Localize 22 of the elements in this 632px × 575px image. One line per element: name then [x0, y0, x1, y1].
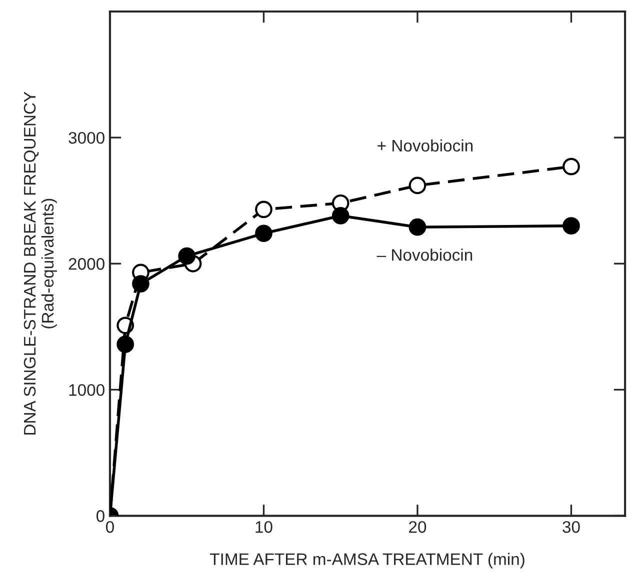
series-label: – Novobiocin [376, 248, 472, 261]
point [255, 200, 272, 218]
x-tick-label: 20 [409, 521, 426, 533]
x-tick-label: 30 [562, 521, 580, 533]
point [408, 218, 426, 236]
y-tick-label: 3000 [68, 132, 104, 144]
point [178, 247, 196, 265]
x-axis-title: TIME AFTER m-AMSA TREATMENT (min) [210, 552, 524, 568]
y-axis-title: DNA SINGLE-STRAND BREAK FREQUENCY (Rad-equivalents) [24, 92, 57, 435]
x-tick-label: 0 [106, 521, 114, 533]
x-tick-label: 10 [256, 521, 272, 533]
point [562, 158, 580, 176]
y-tick-label: 2000 [68, 258, 104, 270]
series-label: + Novobiocin [378, 139, 473, 152]
point [408, 176, 426, 194]
point [332, 207, 350, 224]
y-tick-label: 1000 [69, 384, 104, 396]
point [255, 224, 272, 242]
y-tick-label: 0 [96, 510, 104, 522]
point [132, 275, 150, 292]
point [116, 336, 134, 354]
point [562, 217, 580, 234]
